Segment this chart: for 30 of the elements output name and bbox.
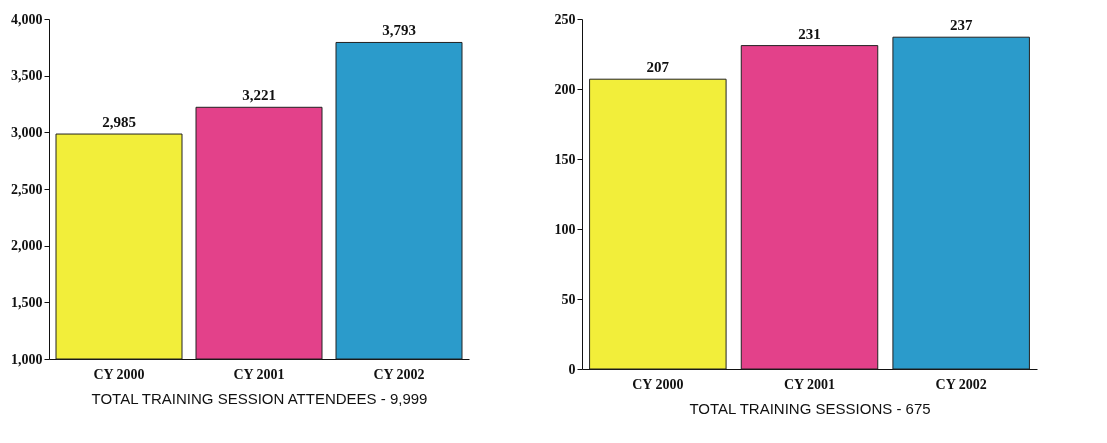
bar bbox=[589, 78, 727, 370]
y-tick-label: 3,500 bbox=[11, 68, 43, 84]
y-tick-label: 250 bbox=[554, 11, 576, 27]
x-tick-label: CY 2000 bbox=[632, 376, 684, 392]
y-tick-label: 1,000 bbox=[11, 351, 43, 367]
y-tick-label: 200 bbox=[554, 81, 576, 97]
y-tick-label: 50 bbox=[561, 291, 576, 307]
x-axis-title: TOTAL TRAINING SESSION ATTENDEES - 9,999 bbox=[91, 389, 428, 407]
x-tick-label: CY 2002 bbox=[373, 366, 425, 382]
y-tick-label: 1,500 bbox=[11, 294, 43, 310]
y-tick-label: 2,500 bbox=[11, 181, 43, 197]
x-tick-label: CY 2001 bbox=[233, 366, 285, 382]
y-tick-label: 2,000 bbox=[11, 238, 43, 254]
x-axis-title: TOTAL TRAINING SESSIONS - 675 bbox=[689, 399, 931, 417]
data-label: 3,793 bbox=[382, 22, 416, 39]
y-tick-label: 100 bbox=[554, 221, 576, 237]
y-tick-label: 0 bbox=[568, 361, 576, 377]
bar bbox=[892, 36, 1030, 370]
data-label: 3,221 bbox=[242, 87, 276, 104]
x-tick-label: CY 2000 bbox=[93, 366, 145, 382]
y-tick-label: 3,000 bbox=[11, 124, 43, 140]
x-tick-label: CY 2001 bbox=[783, 376, 836, 392]
data-label: 2,985 bbox=[102, 114, 136, 131]
data-label: 237 bbox=[949, 17, 973, 34]
y-tick-label: 4,000 bbox=[11, 11, 43, 27]
x-tick-label: CY 2002 bbox=[935, 376, 987, 392]
data-label: 231 bbox=[798, 25, 821, 42]
bar bbox=[740, 45, 879, 370]
y-tick-label: 150 bbox=[554, 151, 576, 167]
data-label: 207 bbox=[646, 59, 670, 76]
